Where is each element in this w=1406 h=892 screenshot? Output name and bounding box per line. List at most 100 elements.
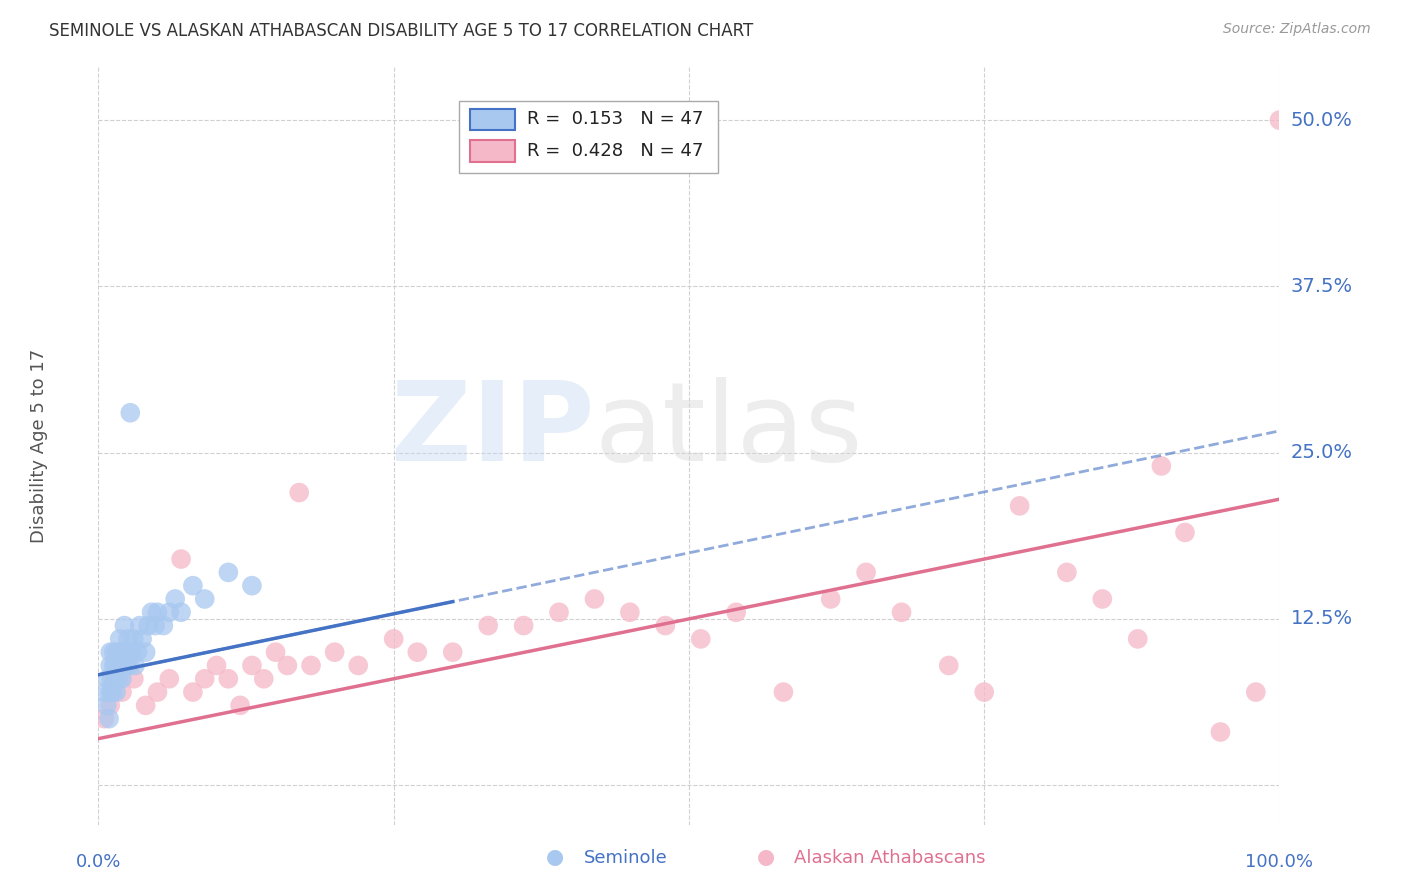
Text: 50.0%: 50.0%	[1291, 111, 1353, 129]
Point	[101, 685, 124, 699]
Point	[181, 685, 204, 699]
Point	[157, 672, 180, 686]
Point	[146, 685, 169, 699]
Text: ●: ●	[758, 847, 775, 867]
Text: 100.0%: 100.0%	[1246, 853, 1313, 871]
Point	[973, 685, 995, 699]
Point	[512, 618, 534, 632]
Text: R =  0.153   N = 47: R = 0.153 N = 47	[527, 111, 703, 128]
Text: Alaskan Athabascans: Alaskan Athabascans	[794, 849, 986, 867]
Point	[217, 566, 239, 580]
Point	[194, 672, 217, 686]
Point	[725, 605, 748, 619]
Point	[96, 698, 118, 713]
Point	[100, 672, 122, 686]
Point	[128, 618, 150, 632]
Point	[276, 658, 298, 673]
Point	[890, 605, 912, 619]
Point	[93, 685, 115, 699]
Point	[146, 605, 169, 619]
Point	[135, 698, 157, 713]
Point	[165, 591, 187, 606]
Point	[127, 645, 149, 659]
Point	[136, 618, 159, 632]
Point	[217, 672, 239, 686]
Point	[115, 645, 138, 659]
Point	[170, 552, 193, 566]
Point	[477, 618, 499, 632]
Point	[1091, 591, 1114, 606]
Point	[152, 618, 174, 632]
Point	[105, 685, 128, 699]
Point	[1056, 566, 1078, 580]
Point	[97, 672, 120, 686]
Point	[121, 645, 143, 659]
Point	[1268, 113, 1291, 128]
Point	[157, 605, 180, 619]
Text: Source: ZipAtlas.com: Source: ZipAtlas.com	[1223, 22, 1371, 37]
Point	[98, 658, 121, 673]
Point	[112, 645, 135, 659]
FancyBboxPatch shape	[458, 101, 718, 173]
Point	[98, 645, 121, 659]
Point	[111, 685, 134, 699]
Point	[98, 712, 121, 726]
Point	[105, 658, 128, 673]
Point	[1209, 725, 1232, 739]
Point	[118, 658, 141, 673]
Point	[98, 698, 121, 713]
Point	[104, 672, 127, 686]
Point	[689, 632, 711, 646]
Text: 25.0%: 25.0%	[1291, 443, 1353, 462]
Text: ●: ●	[547, 847, 564, 867]
Point	[135, 645, 157, 659]
Point	[181, 579, 204, 593]
Point	[205, 658, 228, 673]
Text: ZIP: ZIP	[391, 377, 595, 484]
Point	[382, 632, 405, 646]
Point	[1126, 632, 1149, 646]
Text: SEMINOLE VS ALASKAN ATHABASCAN DISABILITY AGE 5 TO 17 CORRELATION CHART: SEMINOLE VS ALASKAN ATHABASCAN DISABILIT…	[49, 22, 754, 40]
Text: atlas: atlas	[595, 377, 863, 484]
Point	[1244, 685, 1267, 699]
Point	[240, 579, 263, 593]
Point	[347, 658, 370, 673]
Point	[619, 605, 641, 619]
Point	[194, 591, 217, 606]
Point	[110, 645, 132, 659]
Point	[131, 632, 153, 646]
FancyBboxPatch shape	[471, 109, 516, 130]
FancyBboxPatch shape	[471, 140, 516, 161]
Text: 12.5%: 12.5%	[1291, 609, 1353, 629]
Point	[855, 566, 877, 580]
Point	[820, 591, 842, 606]
Text: 37.5%: 37.5%	[1291, 277, 1353, 296]
Point	[107, 672, 129, 686]
Point	[299, 658, 322, 673]
Text: R =  0.428   N = 47: R = 0.428 N = 47	[527, 142, 703, 160]
Point	[103, 645, 125, 659]
Point	[264, 645, 287, 659]
Text: Seminole: Seminole	[583, 849, 668, 867]
Point	[170, 605, 193, 619]
Point	[1150, 458, 1173, 473]
Point	[143, 618, 166, 632]
Point	[117, 632, 139, 646]
Point	[229, 698, 252, 713]
Point	[406, 645, 429, 659]
Text: Disability Age 5 to 17: Disability Age 5 to 17	[31, 349, 48, 543]
Point	[938, 658, 960, 673]
Point	[120, 406, 142, 420]
Point	[124, 658, 146, 673]
Point	[122, 632, 145, 646]
Point	[548, 605, 571, 619]
Point	[772, 685, 794, 699]
Point	[108, 632, 131, 646]
Text: 0.0%: 0.0%	[76, 853, 121, 871]
Point	[141, 605, 163, 619]
Point	[108, 658, 131, 673]
Point	[441, 645, 464, 659]
Point	[1008, 499, 1031, 513]
Point	[112, 658, 135, 673]
Point	[111, 672, 134, 686]
